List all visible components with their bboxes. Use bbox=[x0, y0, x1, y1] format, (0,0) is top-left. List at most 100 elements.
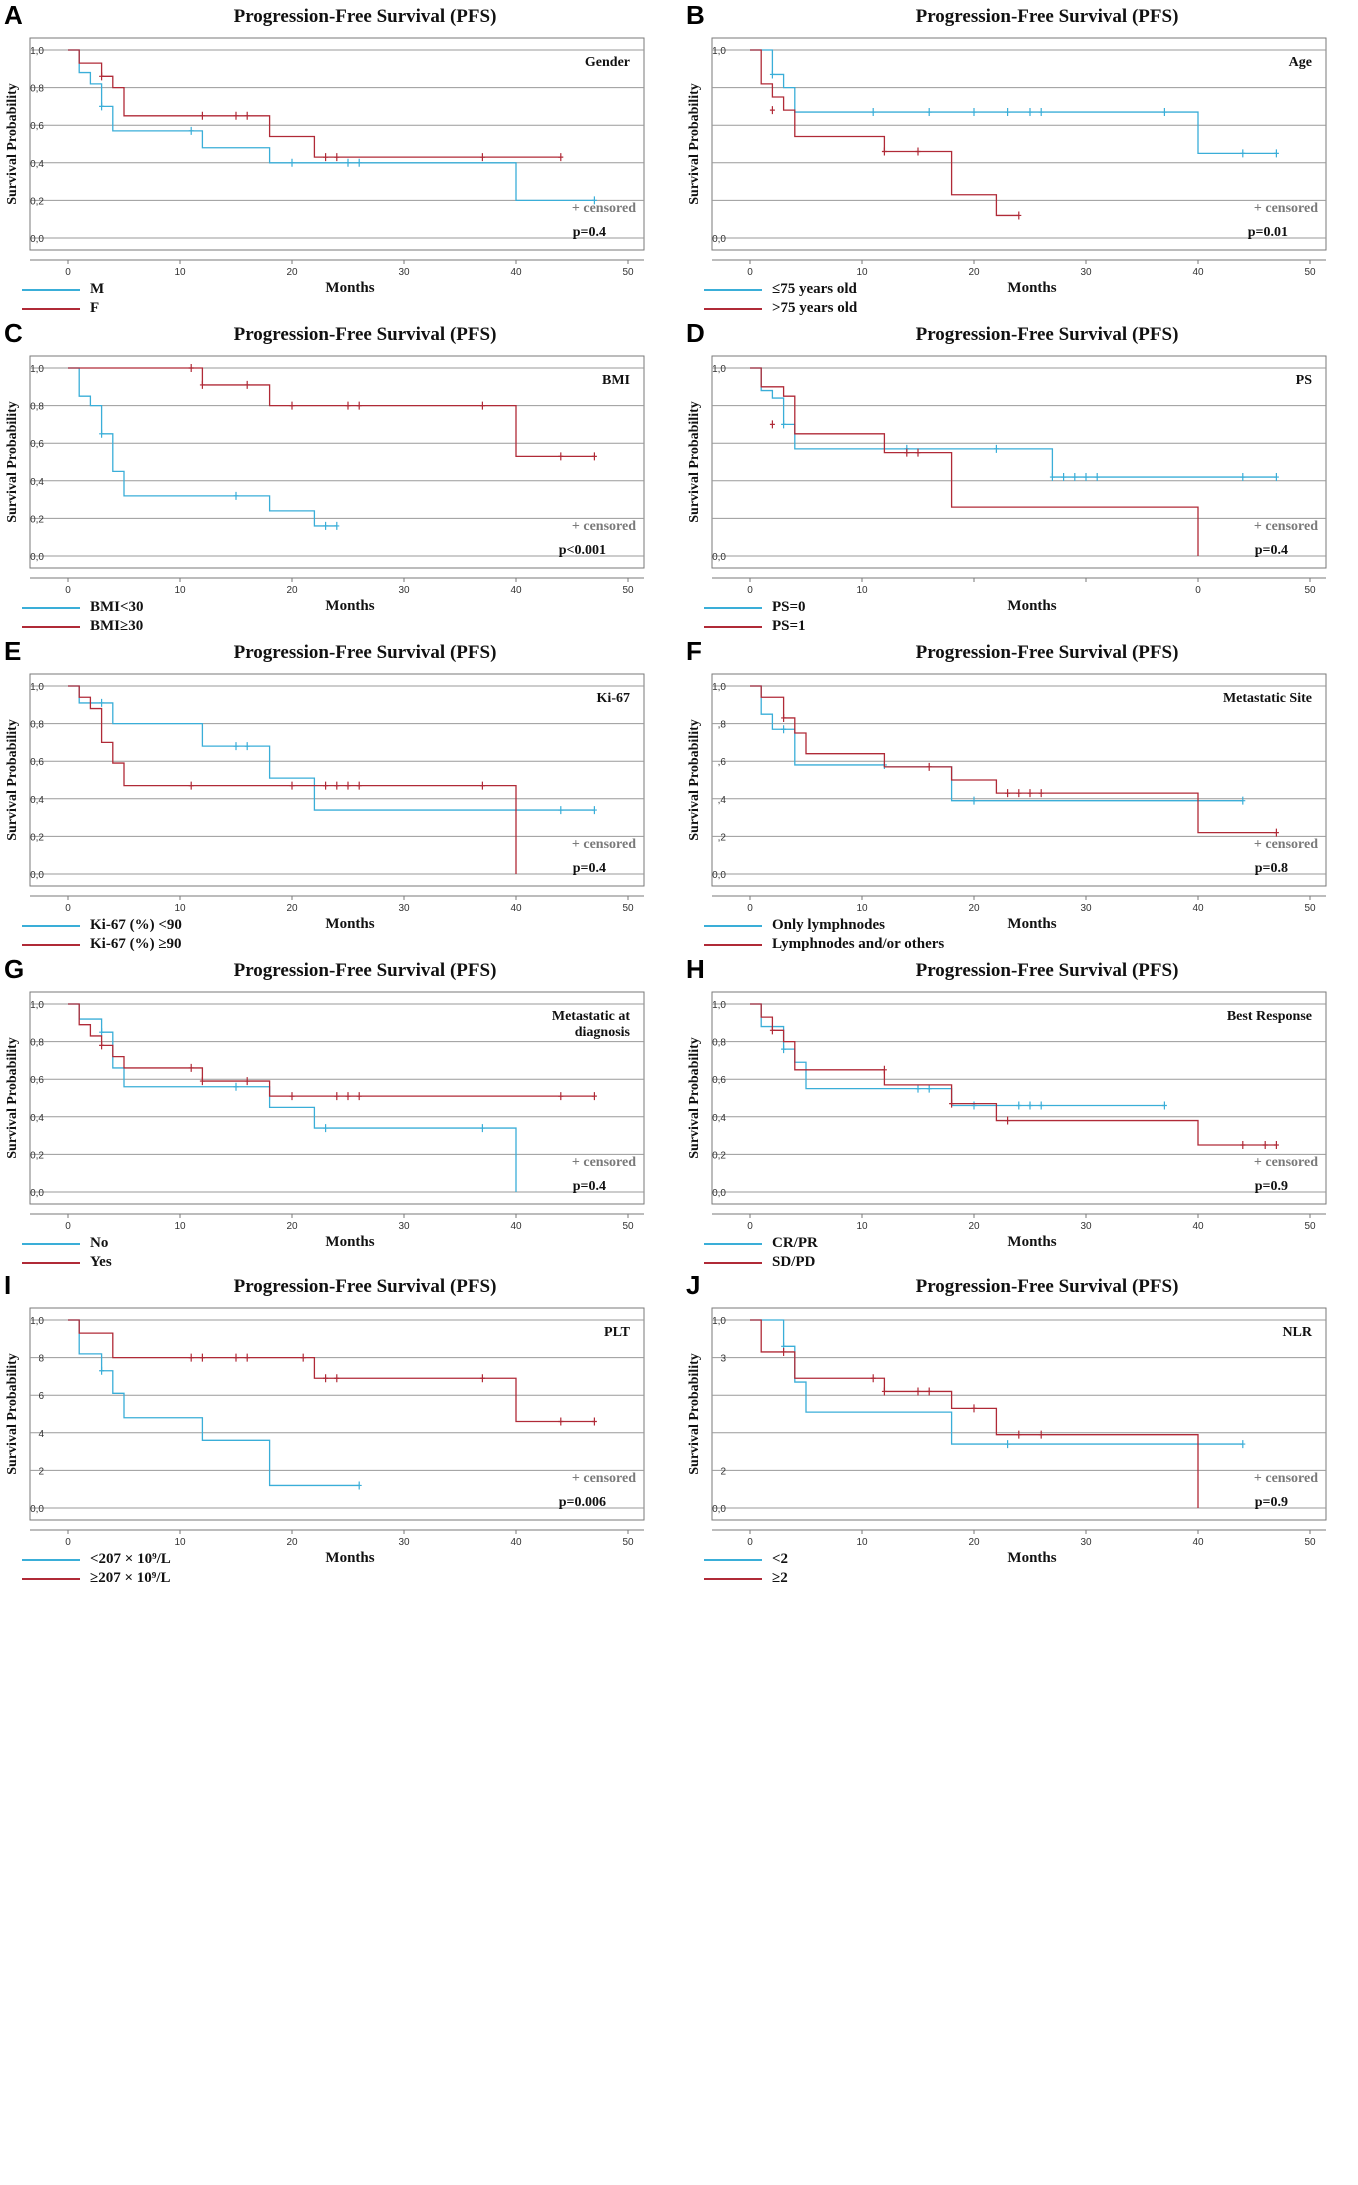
km-plot: 0,0 0,2 0,4 0,6 0,8 1,0 Survival Probability 0 1… bbox=[5, 37, 645, 296]
legend-item: Lymphnodes and/or others bbox=[704, 935, 944, 954]
legend-swatch bbox=[704, 1242, 762, 1245]
censor-mark bbox=[1005, 1116, 1011, 1125]
y-tick-label: 1,0 bbox=[712, 46, 726, 57]
x-tick-label: 20 bbox=[286, 585, 298, 596]
x-axis-label: Months bbox=[1007, 1550, 1056, 1566]
legend-swatch bbox=[22, 1261, 80, 1264]
legend-item: Only lymphnodes bbox=[704, 916, 944, 935]
chart-title: Progression-Free Survival (PFS) bbox=[233, 324, 497, 345]
y-axis-label: Survival Probability bbox=[687, 83, 702, 204]
censor-mark bbox=[926, 108, 932, 117]
legend: PS=0 PS=1 bbox=[704, 598, 806, 636]
censor-mark bbox=[479, 153, 485, 162]
x-tick-label: 30 bbox=[398, 903, 410, 914]
x-tick-label: 0 bbox=[747, 1221, 753, 1232]
y-tick-label: 1,0 bbox=[712, 1000, 726, 1011]
plot-frame bbox=[29, 991, 645, 1205]
censor-mark bbox=[1094, 473, 1100, 482]
p-value: p=0.006 bbox=[559, 1495, 606, 1510]
plot-frame bbox=[29, 1307, 645, 1521]
panel-heading: Ki-67 bbox=[597, 691, 630, 706]
censored-note: + censored bbox=[1254, 1471, 1318, 1486]
p-value: p=0.4 bbox=[573, 225, 606, 240]
panel-e: E Progression-Free Survival (PFS) 0,0 0,2 0,… bbox=[0, 636, 676, 954]
censor-mark bbox=[188, 1353, 194, 1362]
censor-mark bbox=[479, 1374, 485, 1383]
legend-swatch bbox=[704, 307, 762, 310]
plot-frame bbox=[711, 991, 1327, 1205]
legend-label: ≥207 × 10⁹/L bbox=[90, 1570, 171, 1586]
p-value: p=0.9 bbox=[1255, 1179, 1288, 1194]
x-tick-label: 40 bbox=[1192, 903, 1204, 914]
x-tick-label: 50 bbox=[622, 903, 634, 914]
p-value: p<0.001 bbox=[559, 543, 606, 558]
legend-item: Yes bbox=[22, 1253, 112, 1272]
x-axis-label: Months bbox=[325, 1234, 374, 1250]
legend-label: Ki-67 (%) <90 bbox=[90, 917, 182, 933]
chart-title: Progression-Free Survival (PFS) bbox=[915, 6, 1179, 27]
series-line-1 bbox=[750, 49, 1019, 217]
legend-item: BMI<30 bbox=[22, 598, 144, 617]
censor-mark bbox=[881, 147, 887, 156]
series-line-0 bbox=[68, 685, 595, 811]
censor-mark bbox=[1027, 789, 1033, 798]
km-plot: 0,0 1,0 Survival Probability 0 10 0 50 Months PS… bbox=[687, 355, 1327, 614]
y-tick-label: 0,0 bbox=[712, 870, 726, 881]
y-tick-label: 8 bbox=[38, 1354, 44, 1365]
panel-d: D Progression-Free Survival (PFS) 0,0 1,0 Su… bbox=[682, 318, 1358, 636]
x-tick-label: 30 bbox=[398, 1537, 410, 1548]
censor-mark bbox=[971, 1101, 977, 1110]
legend-label: BMI<30 bbox=[90, 599, 144, 615]
x-tick-label: 40 bbox=[510, 903, 522, 914]
series-line-1 bbox=[68, 1319, 595, 1423]
p-value: p=0.9 bbox=[1255, 1495, 1288, 1510]
censor-mark bbox=[479, 401, 485, 410]
series-line-1 bbox=[68, 49, 561, 158]
censor-mark bbox=[1038, 789, 1044, 798]
legend-item: SD/PD bbox=[704, 1253, 818, 1272]
legend-label: Only lymphnodes bbox=[772, 917, 885, 933]
x-tick-label: 0 bbox=[65, 585, 71, 596]
series-line-0 bbox=[68, 367, 337, 527]
x-tick-label: 50 bbox=[1304, 1221, 1316, 1232]
p-value: p=0.4 bbox=[1255, 543, 1288, 558]
x-tick-label: 0 bbox=[65, 267, 71, 278]
censor-mark bbox=[1016, 1101, 1022, 1110]
censor-mark bbox=[334, 1092, 340, 1101]
legend-swatch bbox=[704, 625, 762, 628]
km-plot: 0,0 2 4 6 8 1,0 Survival Probability 0 10 20 30 40 5… bbox=[5, 1307, 645, 1566]
chart-title: Progression-Free Survival (PFS) bbox=[233, 642, 497, 663]
censor-mark bbox=[915, 147, 921, 156]
x-tick-label: 20 bbox=[286, 1537, 298, 1548]
y-tick-label: 0,0 bbox=[30, 1504, 44, 1515]
y-tick-label: 0,4 bbox=[30, 477, 44, 488]
x-tick-label: 40 bbox=[510, 267, 522, 278]
censor-mark bbox=[591, 1417, 597, 1426]
censor-mark bbox=[199, 380, 205, 389]
km-plot: 0,0 ,2 ,4 ,6 ,8 1,0 Survival Probability 0 10 20 3… bbox=[687, 673, 1327, 932]
censored-note: + censored bbox=[1254, 201, 1318, 216]
y-tick-label: 0,2 bbox=[30, 514, 44, 525]
y-tick-label: 1,0 bbox=[30, 682, 44, 693]
censor-mark bbox=[1027, 1101, 1033, 1110]
legend: <2 ≥2 bbox=[704, 1550, 788, 1588]
y-tick-label: 0,4 bbox=[30, 795, 44, 806]
legend-swatch bbox=[22, 1577, 80, 1580]
x-tick-label: 30 bbox=[1080, 1221, 1092, 1232]
y-tick-label: 0,6 bbox=[30, 439, 44, 450]
censor-mark bbox=[1273, 473, 1279, 482]
censor-mark bbox=[558, 1092, 564, 1101]
y-tick-label: 6 bbox=[38, 1391, 44, 1402]
censor-mark bbox=[558, 153, 564, 162]
censor-mark bbox=[881, 1065, 887, 1074]
censor-mark bbox=[781, 1347, 787, 1356]
panel-heading: diagnosis bbox=[575, 1025, 631, 1040]
censor-mark bbox=[870, 108, 876, 117]
x-tick-label: 10 bbox=[856, 585, 868, 596]
x-tick-label: 10 bbox=[856, 1537, 868, 1548]
censor-mark bbox=[1273, 828, 1279, 837]
censor-mark bbox=[244, 1077, 250, 1086]
x-tick-label: 20 bbox=[286, 267, 298, 278]
km-plot: 0,0 0,2 0,4 0,6 0,8 1,0 Survival Probability 0 1… bbox=[687, 991, 1327, 1250]
chart-title: Progression-Free Survival (PFS) bbox=[915, 324, 1179, 345]
